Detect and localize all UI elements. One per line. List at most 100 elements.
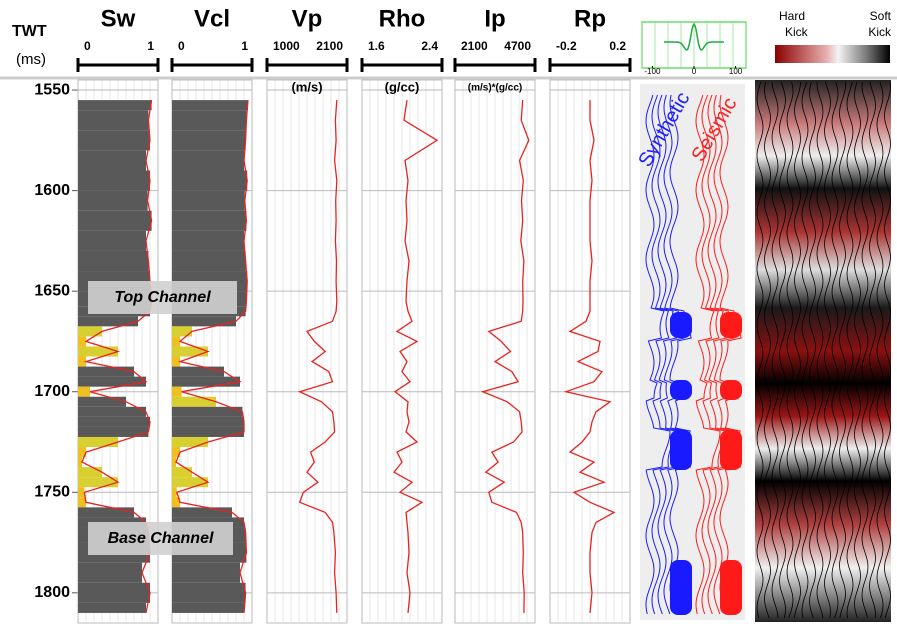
colorbar-label: Soft [870,9,892,23]
x-tick-label: 1 [147,39,154,53]
y-tick-label: 1700 [34,383,70,400]
log-curve [483,100,529,613]
wiggle-fill [670,380,692,400]
colorbar [775,45,890,63]
wavelet-tick-label: 100 [729,67,743,76]
fill-band [78,377,146,387]
y-tick-label: 1600 [34,182,70,199]
fill-band [78,367,134,377]
fill-band [172,100,248,110]
y-tick-label: 1750 [34,483,70,500]
fill-band [172,150,244,170]
y-axis-title: TWT [12,23,47,40]
track-title: Rho [379,5,426,32]
fill-band [172,487,177,497]
track-unit: (g/cc) [385,79,420,94]
x-tick-label: 2100 [316,39,343,53]
fill-band [172,387,182,397]
y-tick-label: 1550 [34,81,70,98]
y-axis-unit: (ms) [16,51,46,68]
fill-band [78,211,152,231]
fill-band [78,397,126,407]
track-title: Vp [292,5,323,32]
fill-band [78,191,148,211]
fill-band [172,231,244,251]
fill-band [172,171,247,191]
fill-band [172,191,245,211]
x-tick-label: 2100 [461,39,488,53]
fill-band [172,467,192,477]
wiggle-fill [670,312,692,338]
track-title: Ip [484,5,505,32]
wiggle-fill [720,560,742,615]
fill-band [172,377,240,387]
x-tick-label: 0.2 [609,39,626,53]
fill-band [172,397,216,407]
track-unit: (m/s) [291,79,322,94]
fill-band [78,251,148,271]
wiggle-fill [670,560,692,615]
fill-band [172,130,246,150]
colorbar-label: Hard [779,9,805,23]
fill-band [78,150,146,170]
x-tick-label: 0 [178,39,185,53]
x-tick-label: 2.4 [421,39,438,53]
fill-band [78,130,150,150]
fill-band [172,437,208,447]
annotation: Base Channel [108,530,214,547]
fill-band [78,583,150,603]
fill-band [172,336,180,346]
wiggle-fill [670,430,692,470]
y-tick-label: 1650 [34,282,70,299]
fill-band [78,387,90,397]
log-curve [394,100,437,613]
track-title: Sw [101,5,136,32]
fill-band [78,326,102,336]
fill-band [172,211,246,231]
fill-band [172,326,192,336]
fill-band [78,110,148,130]
fill-band [172,110,246,130]
y-tick-label: 1800 [34,584,70,601]
colorbar-label: Kick [868,25,892,39]
fill-band [78,487,84,497]
wiggle-fill [720,312,742,338]
fill-band [172,367,224,377]
x-tick-label: 4700 [504,39,531,53]
fill-band [78,467,102,477]
wavelet-tick-label: -100 [644,67,661,76]
fill-band [78,563,142,583]
annotation: Top Channel [114,289,211,306]
x-tick-label: 1.6 [368,39,385,53]
wiggle-fill [720,430,742,470]
fill-band [172,316,236,326]
fill-band [78,346,118,356]
track-title: Vcl [194,5,230,32]
fill-band [172,346,208,356]
fill-band [78,316,138,326]
x-tick-label: 1 [241,39,248,53]
x-tick-label: 1000 [273,39,300,53]
track-title: Rp [574,5,606,32]
wavelet-tick-label: 0 [692,67,697,76]
fill-band [78,231,146,251]
fill-band [78,603,146,613]
fill-band [172,563,240,583]
fill-band [78,437,118,447]
well-log-figure: TWT (ms) 1550 1600 1650 1700 1750 1800 Sw 0 1 Vcl… [0,0,897,627]
colorbar-label: Kick [785,25,809,39]
fill-band [172,603,244,613]
fill-band [172,417,244,427]
fill-band [78,100,152,110]
fill-band [172,251,246,271]
x-tick-label: -0.2 [556,39,577,53]
fill-band [78,417,150,427]
fill-band [172,507,232,517]
track-unit: (m/s)*(g/cc) [468,83,522,94]
wiggle-fill [720,380,742,400]
fill-band [78,171,150,191]
fill-band [172,583,246,603]
x-tick-label: 0 [84,39,91,53]
fill-band [78,407,146,417]
fill-band [78,507,134,517]
